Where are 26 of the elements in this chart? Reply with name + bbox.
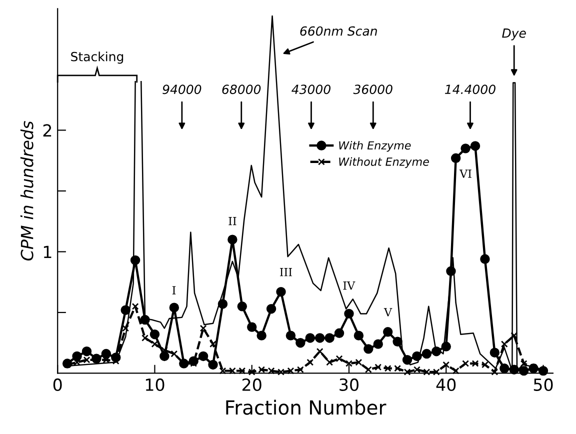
- annotation: Stacking: [71, 52, 124, 64]
- annotation: 68000: [222, 84, 261, 94]
- x-axis-title: Fraction Number: [226, 400, 386, 415]
- x-tick-label: 50: [534, 378, 553, 391]
- annotation: V: [384, 308, 392, 316]
- annotation: 94000: [162, 84, 202, 94]
- annotation: 14.4000: [445, 84, 496, 94]
- y-tick-label: 2: [43, 124, 52, 137]
- annotation: VI: [459, 170, 472, 178]
- y-axis-title: CPM in hundreds: [20, 121, 34, 261]
- x-tick-label: 0: [53, 378, 62, 391]
- annotation: 43000: [292, 84, 330, 94]
- annotation: I: [172, 286, 176, 294]
- annotation: II: [228, 217, 236, 226]
- annotation: IV: [343, 282, 356, 290]
- x-tick-label: 10: [146, 378, 164, 391]
- legend-label: Without Enzyme: [339, 157, 429, 168]
- annotation: 36000: [353, 84, 392, 94]
- x-tick-label: 40: [436, 378, 456, 391]
- x-tick-label: 30: [340, 378, 358, 391]
- x-tick-label: 20: [242, 378, 262, 391]
- annotation: Dye: [502, 28, 526, 40]
- annotation: 660nm Scan: [300, 26, 377, 36]
- legend-label: With Enzyme: [339, 140, 411, 152]
- y-tick-label: 1: [44, 246, 52, 258]
- annotation: III: [280, 268, 292, 276]
